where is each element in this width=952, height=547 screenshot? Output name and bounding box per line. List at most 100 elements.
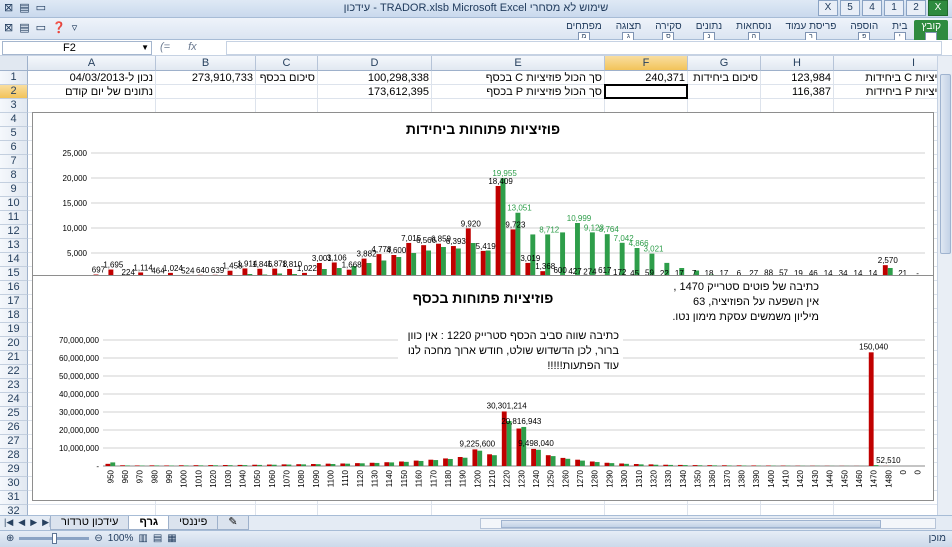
column-header-g[interactable]: G [688, 56, 761, 71]
row-header-12[interactable]: 12 [0, 225, 28, 239]
row-header-26[interactable]: 26 [0, 421, 28, 435]
key-tip-2[interactable]: 2 [906, 0, 926, 16]
row-header-28[interactable]: 28 [0, 449, 28, 463]
row-header-29[interactable]: 29 [0, 463, 28, 477]
cell-i1[interactable]: סך הכול פוזיציות C ביחידות [865, 72, 952, 84]
key-tip-5[interactable]: 5 [840, 0, 860, 16]
insert-sheet-icon[interactable]: ✎ [217, 516, 249, 530]
column-header-h[interactable]: H [761, 56, 834, 71]
tab-data[interactable]: נתונים נ [689, 20, 729, 42]
row-header-5[interactable]: 5 [0, 127, 28, 141]
row-header-31[interactable]: 31 [0, 491, 28, 505]
note-textbox-1220[interactable]: כתיבה שווה סביב הכסף סטרייק 1220 : אין כ… [398, 328, 623, 375]
formula-input[interactable] [226, 41, 942, 55]
insert-function-button[interactable]: fx [188, 41, 197, 53]
tab-page-layout[interactable]: פריסת עמוד ר [779, 20, 844, 42]
row-header-16[interactable]: 16 [0, 281, 28, 295]
cell-f1[interactable]: 240,371 [645, 72, 685, 84]
cell-h2[interactable]: 116,387 [792, 86, 831, 98]
row-header-21[interactable]: 21 [0, 351, 28, 365]
row-header-20[interactable]: 20 [0, 337, 28, 351]
row-header-25[interactable]: 25 [0, 407, 28, 421]
tab-insert[interactable]: הוספה פ [843, 20, 885, 42]
row-header-1[interactable]: 1 [0, 71, 28, 85]
row-header-17[interactable]: 17 [0, 295, 28, 309]
tab-view[interactable]: תצוגה ג [609, 20, 649, 42]
row-header-8[interactable]: 8 [0, 169, 28, 183]
horizontal-scroll-thumb[interactable] [501, 520, 881, 528]
row-header-15[interactable]: 15 [0, 267, 28, 281]
minimize-button[interactable]: X [818, 0, 838, 16]
tab-home[interactable]: בית י [885, 20, 914, 42]
cell-d1[interactable]: 100,298,338 [367, 72, 429, 84]
tab-formulas[interactable]: נוסחאות ה [729, 20, 778, 42]
column-header-i[interactable]: I [834, 56, 952, 71]
row-header-27[interactable]: 27 [0, 435, 28, 449]
next-sheet-icon[interactable]: ▶ [30, 517, 38, 527]
column-header-d[interactable]: D [318, 56, 432, 71]
row-header-14[interactable]: 14 [0, 253, 28, 267]
key-tip-4[interactable]: 4 [862, 0, 882, 16]
select-all-corner[interactable] [0, 56, 28, 71]
zoom-in-icon[interactable]: ⊕ [6, 533, 15, 544]
last-sheet-icon[interactable]: ▶| [42, 517, 52, 527]
worksheet-grid[interactable]: ABCDEFGHIJ123456789101112131415161718192… [0, 56, 952, 515]
cell-i2[interactable]: סך הכול פוזיציות P ביחידות [865, 86, 952, 98]
vertical-scrollbar[interactable] [937, 56, 952, 515]
row-header-23[interactable]: 23 [0, 379, 28, 393]
key-tip-1[interactable]: 1 [884, 0, 904, 16]
zoom-slider-knob[interactable] [52, 533, 58, 544]
row-header-2[interactable]: 2 [0, 85, 28, 99]
column-header-a[interactable]: A [28, 56, 156, 71]
cell-a1[interactable]: נכון ל-04/03/2013 [69, 72, 153, 84]
column-header-e[interactable]: E [432, 56, 605, 71]
help-icon[interactable]: ❓ [52, 22, 66, 34]
cell-a2[interactable]: נתונים של יום קודם [65, 86, 153, 98]
row-header-4[interactable]: 4 [0, 113, 28, 127]
column-header-c[interactable]: C [256, 56, 318, 71]
row-header-30[interactable]: 30 [0, 477, 28, 491]
normal-view-icon[interactable]: ▦ [167, 533, 177, 544]
cell-e2[interactable]: סך הכול פוזיציות P בכסף [486, 86, 602, 98]
row-header-22[interactable]: 22 [0, 365, 28, 379]
column-header-f[interactable]: F [605, 56, 688, 71]
cell-h1[interactable]: 123,984 [791, 72, 831, 84]
row-header-6[interactable]: 6 [0, 141, 28, 155]
row-header-13[interactable]: 13 [0, 239, 28, 253]
row-header-7[interactable]: 7 [0, 155, 28, 169]
minimize-ribbon-icon[interactable]: ▭ [35, 2, 47, 14]
cell-c1[interactable]: סיכום בכסף [259, 72, 315, 84]
sheet-tab-financial[interactable]: פיננסי [168, 516, 219, 530]
cell-e1[interactable]: סך הכול פוזיציות C בכסף [485, 72, 602, 84]
chevron-down-icon[interactable]: ▿ [71, 22, 78, 34]
vertical-scroll-thumb[interactable] [940, 74, 951, 254]
zoom-slider[interactable] [19, 533, 90, 544]
selected-cell-f2[interactable] [604, 84, 688, 99]
cell-b1[interactable]: 273,910,733 [191, 72, 253, 84]
tab-developer[interactable]: מפתחים מ [559, 20, 609, 42]
chart-1[interactable]: 70,000,000 60,000,000 50,000,000 40,000,000… [32, 275, 934, 501]
save-icon[interactable]: ▤ [19, 2, 30, 14]
horizontal-scrollbar[interactable] [480, 518, 936, 529]
tab-review[interactable]: סקירה ס [648, 20, 688, 42]
restore-icon[interactable]: ▤ [19, 22, 30, 34]
chevron-down-icon[interactable]: ▼ [141, 43, 149, 52]
sheet-tab-graph[interactable]: גרף [128, 516, 170, 530]
column-header-b[interactable]: B [156, 56, 256, 71]
excel-icon[interactable]: ⊠ [4, 2, 14, 14]
row-header-18[interactable]: 18 [0, 309, 28, 323]
sheet-tab-update[interactable]: עידכון טרדור [50, 516, 130, 530]
note-textbox-1470[interactable]: כתיבה של פוטים סטרייק 1470 , אין השפעה ע… [663, 279, 823, 326]
row-header-3[interactable]: 3 [0, 99, 28, 113]
name-box[interactable]: F2 ▼ [2, 41, 152, 55]
zoom-out-icon[interactable]: ⊖ [94, 533, 103, 544]
tab-file[interactable]: קובץ F [914, 20, 948, 42]
row-header-10[interactable]: 10 [0, 197, 28, 211]
minimize-icon[interactable]: ▭ [35, 22, 47, 34]
row-header-9[interactable]: 9 [0, 183, 28, 197]
page-layout-view-icon[interactable]: ▤ [152, 533, 163, 544]
row-header-11[interactable]: 11 [0, 211, 28, 225]
close-workbook-icon[interactable]: ⊠ [4, 22, 14, 34]
cell-d2[interactable]: 173,612,395 [367, 86, 429, 98]
cell-g1[interactable]: סיכום ביחידות [693, 72, 758, 84]
